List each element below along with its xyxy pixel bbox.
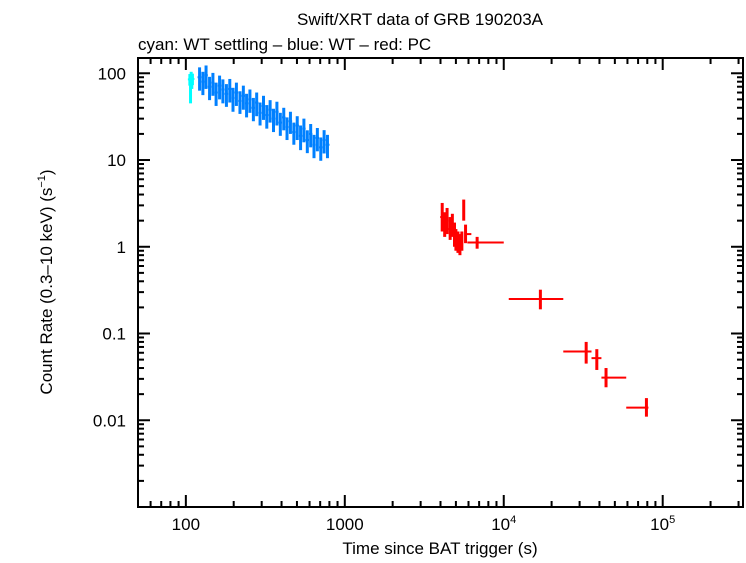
data-point (241, 85, 245, 110)
data-point (211, 72, 215, 96)
x-tick-label: 105 (650, 514, 675, 534)
data-point (228, 78, 232, 103)
data-point (295, 116, 299, 141)
chart-title: Swift/XRT data of GRB 190203A (297, 10, 544, 29)
data-point (319, 137, 323, 161)
data-point (248, 89, 252, 113)
series-wt-settling (187, 71, 195, 104)
data-point (234, 82, 239, 106)
data-point (308, 124, 313, 148)
data-point (278, 112, 283, 136)
series-wt (197, 65, 330, 161)
data-point (601, 368, 627, 388)
data-point (440, 202, 444, 232)
data-point (197, 67, 202, 91)
data-point (251, 97, 256, 122)
data-point (292, 122, 296, 145)
y-tick-label: 100 (98, 64, 126, 83)
plot-frame (137, 57, 744, 508)
data-point (302, 118, 306, 143)
data-point (315, 127, 320, 152)
data-point (221, 79, 225, 104)
data-point (563, 341, 592, 364)
data-point (255, 92, 259, 117)
x-tick-label: 1000 (326, 515, 364, 534)
data-point (201, 71, 205, 96)
data-point (322, 130, 326, 154)
data-point (325, 134, 330, 159)
data-point (224, 84, 229, 107)
data-point (265, 105, 269, 129)
data-point (462, 199, 466, 221)
x-axis-label: Time since BAT trigger (s) (342, 539, 537, 558)
chart-subtitle: cyan: WT settling – blue: WT – red: PC (138, 35, 431, 54)
data-point (282, 107, 286, 131)
data-point (312, 134, 316, 159)
y-tick-label: 10 (107, 151, 126, 170)
y-tick-label: 0.1 (102, 325, 126, 344)
data-point (508, 289, 564, 310)
data-point (231, 87, 235, 112)
data-point (207, 76, 212, 101)
data-point (448, 217, 452, 240)
data-point (217, 75, 222, 100)
data-point (238, 91, 242, 114)
data-point (305, 130, 309, 154)
data-point (275, 101, 279, 126)
data-point (190, 73, 195, 86)
data-point (467, 236, 504, 249)
x-tick-label: 100 (172, 515, 200, 534)
data-point (591, 349, 602, 370)
y-tick-label: 0.01 (93, 411, 126, 430)
data-point (288, 111, 293, 134)
series-pc (440, 199, 649, 417)
x-tick-label: 104 (491, 514, 516, 534)
y-axis-label: Count Rate (0.3–10 keV) (s−1) (36, 169, 56, 394)
data-point (460, 231, 464, 251)
data-point (626, 398, 649, 417)
data-point (285, 117, 289, 141)
data-point (298, 125, 303, 151)
data-point (464, 224, 472, 244)
data-point (443, 212, 447, 237)
data-point (204, 65, 208, 89)
data-point (258, 102, 262, 126)
y-tick-label: 1 (117, 238, 126, 257)
data-point (244, 93, 249, 118)
data-point (214, 82, 218, 106)
data-point (268, 100, 272, 123)
data-point (271, 108, 276, 133)
data-point (445, 207, 449, 235)
data-point (261, 95, 266, 120)
